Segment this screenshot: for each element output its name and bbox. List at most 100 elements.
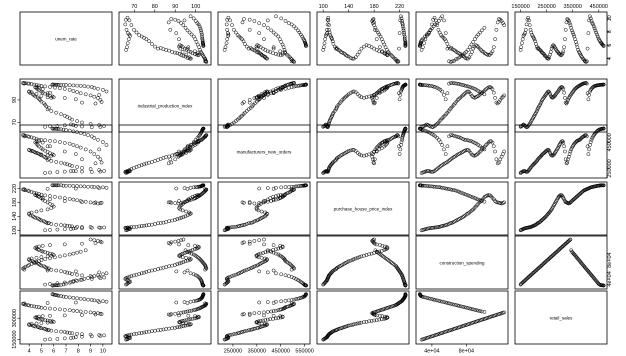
data-point — [242, 200, 246, 205]
panel-border — [316, 181, 410, 236]
data-point — [289, 267, 294, 272]
data-point — [380, 243, 385, 248]
data-point — [452, 302, 457, 307]
data-point — [567, 21, 572, 25]
data-point — [464, 305, 469, 310]
data-point — [62, 307, 67, 312]
data-point — [473, 141, 477, 145]
data-point — [346, 92, 351, 97]
data-point — [256, 319, 261, 324]
data-point — [61, 183, 66, 188]
data-point — [468, 92, 473, 96]
data-point — [247, 239, 252, 244]
data-point — [191, 140, 196, 144]
data-point — [182, 270, 187, 275]
data-point — [35, 143, 40, 147]
panel-manufacturers_new_orders-vs-industrial_production_index — [118, 124, 212, 179]
data-point — [276, 246, 281, 251]
data-point — [350, 148, 355, 152]
panel-border — [415, 181, 509, 236]
tick-label: 100 — [319, 4, 328, 10]
data-point — [168, 200, 173, 204]
data-point — [447, 81, 451, 86]
data-point — [246, 267, 251, 271]
data-point — [259, 255, 264, 260]
data-point — [173, 17, 178, 22]
data-point — [442, 186, 446, 190]
data-point — [86, 184, 90, 189]
data-point — [67, 308, 72, 313]
data-point — [289, 184, 294, 189]
data-point — [39, 208, 44, 213]
data-point — [50, 183, 55, 188]
axis-left-industrial_production_index: 70 90 — [12, 97, 20, 125]
data-point — [137, 272, 142, 276]
data-point — [601, 44, 606, 48]
data-point — [67, 128, 72, 133]
data-point — [585, 46, 590, 51]
data-point — [92, 238, 97, 243]
data-point — [64, 295, 68, 299]
data-point — [43, 171, 47, 175]
data-point — [183, 214, 188, 219]
data-point — [64, 281, 68, 286]
tick-label: 4e+04 — [424, 349, 439, 355]
data-point — [289, 275, 294, 279]
data-point — [371, 239, 375, 244]
data-point — [158, 156, 163, 161]
data-point — [591, 22, 595, 27]
data-point — [568, 23, 573, 27]
data-point — [190, 248, 195, 252]
data-point — [166, 200, 171, 205]
data-point — [92, 298, 97, 303]
data-point — [258, 319, 263, 323]
data-point — [67, 331, 72, 335]
data-point — [142, 270, 146, 275]
data-point — [288, 56, 293, 61]
data-point — [400, 137, 405, 142]
data-point — [462, 92, 466, 97]
data-point — [37, 85, 41, 90]
data-point — [296, 83, 300, 88]
data-point — [265, 199, 270, 204]
data-point — [381, 254, 385, 259]
data-point — [22, 187, 27, 192]
data-point — [43, 199, 47, 203]
data-point — [97, 93, 102, 97]
data-point — [161, 47, 166, 52]
data-point — [29, 262, 34, 266]
data-point — [27, 148, 31, 152]
panel-border — [316, 78, 410, 133]
data-point — [71, 308, 76, 313]
data-point — [584, 59, 589, 64]
data-point — [67, 295, 72, 300]
data-point — [200, 36, 205, 41]
data-point — [188, 271, 193, 276]
data-point — [346, 149, 351, 153]
data-point — [400, 19, 405, 23]
data-point — [34, 304, 39, 309]
tick-label: 90 — [172, 4, 178, 10]
data-point — [362, 253, 366, 258]
data-point — [96, 86, 100, 91]
data-point — [367, 152, 371, 157]
data-point — [45, 144, 50, 149]
data-point — [99, 160, 104, 165]
data-point — [334, 158, 338, 162]
data-point — [189, 32, 194, 37]
data-point — [179, 324, 184, 329]
data-point — [491, 45, 496, 50]
data-point — [222, 48, 227, 52]
data-point — [59, 223, 63, 227]
data-point — [167, 219, 171, 224]
data-point — [43, 138, 47, 143]
panel-unem_rate-vs-industrial_production_index — [118, 11, 212, 66]
data-point — [58, 254, 62, 259]
data-point — [59, 127, 63, 132]
panel-border — [415, 124, 509, 179]
data-point — [153, 44, 157, 49]
data-point — [262, 313, 266, 318]
data-point — [185, 268, 190, 273]
data-point — [48, 85, 52, 89]
data-point — [380, 49, 385, 54]
